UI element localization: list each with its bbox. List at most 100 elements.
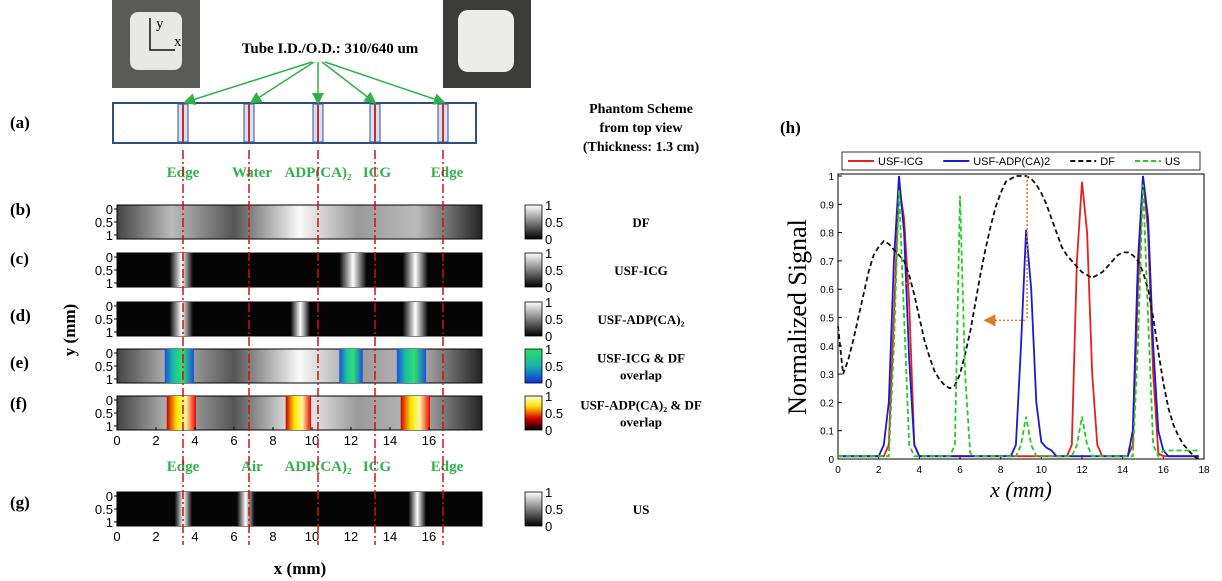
y-tick-label: 0.9 — [820, 200, 834, 211]
heatmap-band — [165, 349, 194, 383]
scheme-text: Phantom Scheme — [589, 102, 693, 117]
heatmap-band — [403, 302, 428, 336]
colorbar-tick-label: 1 — [545, 198, 552, 213]
legend-label: US — [1165, 156, 1180, 168]
x-tick-label: 12 — [344, 529, 358, 544]
panel-label: (c) — [10, 249, 29, 268]
x-tick-label: 14 — [383, 529, 397, 544]
x-tick-label: 10 — [1036, 465, 1048, 476]
colorbar-tick-label: 1 — [545, 485, 552, 500]
colorbar — [525, 205, 542, 239]
x-axis-label: x (mm) — [989, 477, 1052, 502]
panel-label: (a) — [10, 113, 30, 132]
y-tick-label: 0.6 — [820, 285, 834, 296]
x-tick-label: 2 — [876, 465, 882, 476]
x-tick-label: 16 — [1158, 465, 1170, 476]
colorbar-tick-label: 0 — [545, 519, 552, 534]
heatmap-band — [167, 396, 196, 430]
heatmap-band — [339, 253, 366, 287]
y-axis-label: Normalized Signal — [783, 219, 812, 415]
panel-label: (d) — [10, 306, 31, 325]
x-tick-label: 0 — [113, 433, 120, 448]
row-label: US — [633, 502, 650, 517]
material-label: Edge — [431, 165, 464, 181]
material-label: Water — [232, 165, 272, 181]
x-tick-label: 14 — [1117, 465, 1129, 476]
colorbar-tick-label: 0.5 — [545, 406, 563, 421]
y-tick-label: 0.8 — [820, 229, 834, 240]
heatmap-band — [170, 253, 193, 287]
colorbar-tick-label: 1 — [545, 342, 552, 357]
heatmap-band — [403, 253, 428, 287]
x-axis-label: x (mm) — [274, 559, 326, 578]
heatmap-band — [286, 396, 311, 430]
x-tick-label: 18 — [1198, 465, 1210, 476]
x-tick-label: 12 — [1076, 465, 1088, 476]
y-tick-label: 1 — [828, 172, 834, 183]
row-label: DF — [632, 215, 649, 230]
y-axis-label: y (mm) — [60, 304, 79, 356]
y-tick-label: 0 — [828, 455, 834, 466]
colorbar-tick-label: 0.5 — [545, 312, 563, 327]
x-tick-label: 2 — [152, 433, 159, 448]
y-tick-label: 0.2 — [820, 398, 834, 409]
phantom-block — [458, 10, 514, 72]
colorbar-tick-label: 1 — [545, 295, 552, 310]
x-tick-label: 14 — [383, 433, 397, 448]
x-tick-label: 16 — [422, 433, 436, 448]
row-label: overlap — [620, 368, 662, 383]
row-label: USF-ADP(CA)₂ & DF — [580, 398, 702, 413]
colorbar-tick-label: 0.5 — [545, 263, 563, 278]
x-tick-label: 8 — [998, 465, 1004, 476]
y-tick-label: 1 — [106, 372, 113, 387]
y-tick-label: 1 — [106, 276, 113, 291]
colorbar-tick-label: 0 — [545, 280, 552, 295]
material-label: Air — [241, 459, 263, 475]
x-tick-label: 6 — [957, 465, 963, 476]
x-tick-label: 4 — [191, 529, 198, 544]
colorbar-tick-label: 0 — [545, 423, 552, 438]
row-label: USF-ICG & DF — [597, 351, 685, 366]
row-label: USF-ICG — [614, 263, 667, 278]
colorbar — [525, 492, 542, 526]
photo-axis-label: x — [174, 34, 182, 50]
scheme-text: (Thickness: 1.3 cm) — [583, 140, 700, 155]
legend-label: USF-ICG — [878, 156, 923, 168]
y-tick-label: 0.1 — [820, 427, 834, 438]
y-tick-label: 0.5 — [820, 314, 834, 325]
x-tick-label: 0 — [113, 529, 120, 544]
heatmap — [117, 205, 482, 239]
panel-label: (f) — [10, 394, 27, 413]
x-tick-label: 2 — [152, 529, 159, 544]
x-tick-label: 12 — [344, 433, 358, 448]
photo-axis-label: y — [156, 16, 164, 32]
heatmap-band — [409, 492, 427, 526]
x-tick-label: 4 — [917, 465, 923, 476]
y-tick-label: 1 — [106, 325, 113, 340]
row-label: overlap — [620, 415, 662, 430]
x-tick-label: 0 — [835, 465, 841, 476]
colorbar-tick-label: 0 — [545, 232, 552, 247]
x-tick-label: 10 — [305, 433, 319, 448]
row-label: USF-ADP(CA)₂ — [598, 312, 685, 327]
panel-label: (h) — [780, 118, 801, 137]
y-tick-label: 0.4 — [820, 342, 834, 353]
x-tick-label: 6 — [230, 433, 237, 448]
colorbar — [525, 349, 542, 383]
legend-label: USF-ADP(CA)2 — [973, 156, 1050, 168]
figure: y x Tube I.D./O.D.: 310/640 um Phantom S… — [0, 0, 1222, 581]
colorbar-tick-label: 1 — [545, 389, 552, 404]
x-tick-label: 6 — [230, 529, 237, 544]
y-tick-label: 0.7 — [820, 257, 834, 268]
material-label: ICG — [363, 459, 392, 475]
x-tick-label: 8 — [269, 529, 276, 544]
colorbar — [525, 302, 542, 336]
heatmap-band — [237, 492, 255, 526]
x-tick-label: 8 — [269, 433, 276, 448]
material-label: ICG — [363, 165, 392, 181]
y-tick-label: 1 — [106, 515, 113, 530]
material-label: Edge — [431, 459, 464, 475]
y-tick-label: 0.3 — [820, 370, 834, 381]
heatmap-band — [397, 349, 426, 383]
colorbar-tick-label: 0.5 — [545, 502, 563, 517]
